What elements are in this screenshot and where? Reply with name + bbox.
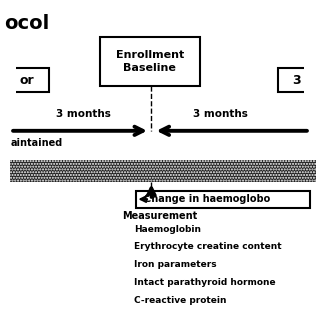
Text: Erythrocyte creatine content: Erythrocyte creatine content <box>134 242 282 251</box>
Text: or: or <box>20 74 34 87</box>
Bar <box>10 160 316 181</box>
Text: aintained: aintained <box>10 138 62 148</box>
Bar <box>4 68 49 92</box>
Text: Measurement: Measurement <box>123 211 198 221</box>
Bar <box>10 160 316 181</box>
Text: Iron parameters: Iron parameters <box>134 260 217 269</box>
Bar <box>100 37 200 86</box>
Text: Change in haemoglobo: Change in haemoglobo <box>144 194 270 204</box>
Text: C-reactive protein: C-reactive protein <box>134 296 227 305</box>
Text: Enrollment
Baseline: Enrollment Baseline <box>116 50 184 73</box>
Text: Haemoglobin: Haemoglobin <box>134 225 201 234</box>
Bar <box>278 68 316 92</box>
Text: ocol: ocol <box>4 14 50 33</box>
Text: Intact parathyroid hormone: Intact parathyroid hormone <box>134 278 276 287</box>
Text: 3 months: 3 months <box>193 109 247 119</box>
Text: 3 months: 3 months <box>56 109 111 119</box>
Bar <box>136 191 310 208</box>
Text: 3: 3 <box>292 74 301 87</box>
